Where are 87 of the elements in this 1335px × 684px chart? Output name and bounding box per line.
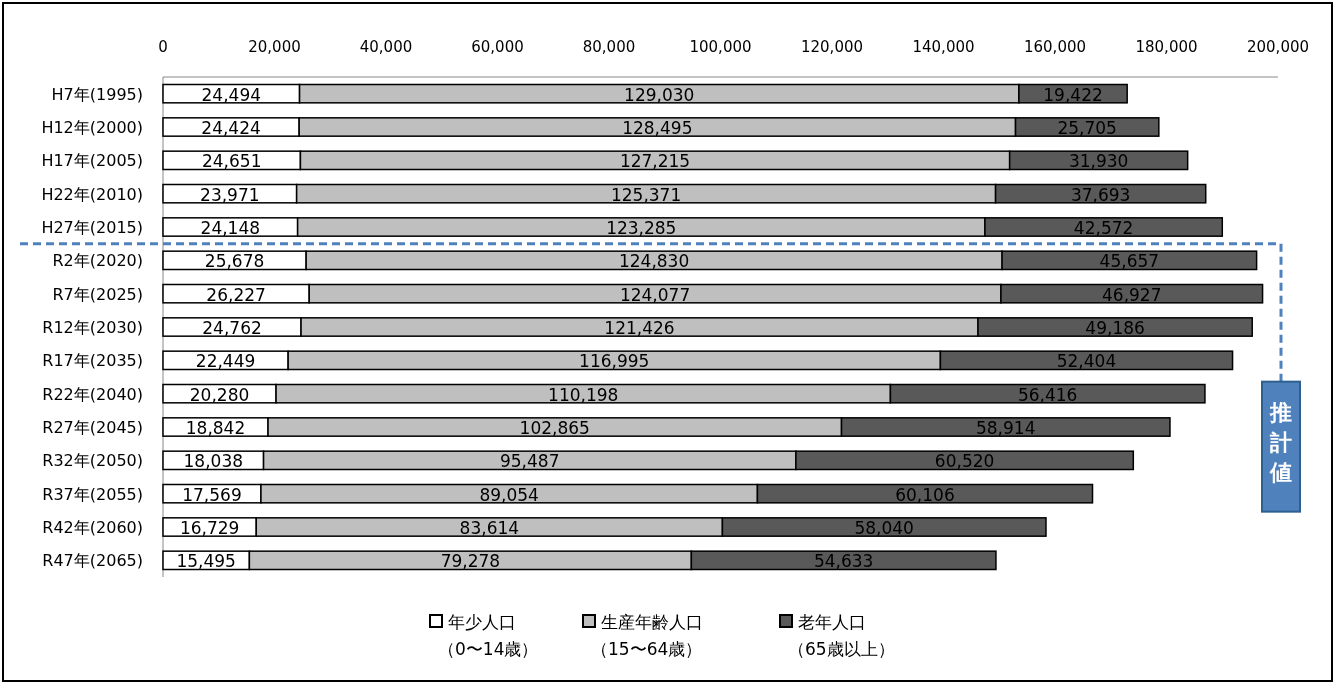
y-tick-label: R12年(2030)	[42, 318, 143, 337]
bar	[296, 217, 986, 237]
data-label: 49,186	[1085, 318, 1145, 338]
data-label: 95,487	[499, 451, 560, 472]
data-label: 83,614	[459, 518, 520, 538]
y-tick-label: R17年(2035)	[42, 351, 143, 371]
data-label: 37,693	[1070, 184, 1131, 205]
data-label: 123,285	[606, 218, 677, 238]
x-tick-label: 40,000	[359, 38, 413, 56]
data-label: 54,633	[813, 551, 874, 572]
data-label: 110,198	[548, 384, 619, 405]
x-tick-label: 100,000	[689, 38, 752, 56]
x-tick-label: 0	[158, 38, 168, 56]
data-label: 24,424	[201, 118, 261, 138]
data-label: 128,495	[622, 118, 693, 138]
data-label: 116,995	[579, 351, 650, 372]
data-label: 20,280	[189, 384, 250, 405]
data-label: 58,914	[976, 418, 1036, 438]
y-tick-label: H17年(2005)	[41, 151, 143, 171]
x-tick-label: 180,000	[1135, 38, 1198, 56]
data-label: 24,494	[201, 84, 262, 105]
annotation: 推計値	[1269, 399, 1292, 485]
data-label: 22,449	[195, 351, 256, 372]
data-label: 60,520	[934, 451, 995, 472]
y-tick-label: R2年(2020)	[52, 251, 143, 271]
x-tick-label: 20,000	[248, 38, 301, 56]
data-label: 129,030	[624, 84, 695, 105]
bar	[305, 250, 1003, 271]
data-label: 17,569	[182, 484, 242, 505]
bar	[260, 483, 759, 504]
data-label: 45,657	[1099, 251, 1160, 272]
data-label: 24,148	[200, 218, 261, 238]
bar	[262, 450, 797, 471]
bar	[300, 317, 979, 337]
y-tick-label: R27年(2045)	[42, 418, 143, 437]
x-tick-label: 60,000	[471, 38, 524, 56]
data-label: 46,927	[1102, 284, 1162, 305]
y-tick-label: H22年(2010)	[41, 184, 143, 204]
data-label: 15,495	[176, 551, 236, 572]
bar	[248, 550, 693, 571]
bar	[308, 283, 1002, 304]
x-tick-label: 80,000	[582, 38, 636, 56]
data-label: 16,729	[179, 518, 240, 538]
data-label: 58,040	[854, 518, 914, 538]
x-tick-label: 160,000	[1023, 38, 1087, 56]
bar	[298, 83, 1020, 104]
y-tick-label: H12年(2000)	[41, 118, 143, 137]
data-label: 125,371	[610, 184, 682, 205]
data-label: 24,762	[202, 318, 262, 338]
data-label: 102,865	[519, 418, 590, 438]
data-label: 23,971	[200, 184, 260, 205]
bar	[275, 383, 892, 404]
bar	[287, 350, 942, 371]
y-tick-label: R47年(2065)	[42, 551, 143, 571]
x-tick-label: 200,000	[1246, 38, 1310, 56]
bar	[299, 150, 1011, 171]
y-tick-label: R42年(2060)	[42, 518, 143, 537]
data-label: 79,278	[440, 551, 501, 572]
data-label: 26,227	[206, 284, 266, 305]
y-tick-label: H27年(2015)	[41, 218, 143, 237]
y-tick-label: R32年(2050)	[42, 451, 143, 471]
bar	[255, 517, 724, 537]
data-label: 19,422	[1043, 84, 1103, 105]
data-label: 52,404	[1056, 351, 1117, 372]
data-label: 60,106	[895, 484, 955, 505]
data-label: 31,930	[1068, 151, 1129, 172]
data-label: 25,678	[204, 251, 265, 272]
data-label: 42,572	[1073, 218, 1134, 238]
data-label: 18,038	[183, 451, 244, 472]
data-label: 24,651	[201, 151, 262, 172]
x-tick-label: 120,000	[800, 38, 864, 56]
data-label: 56,416	[1017, 384, 1078, 405]
y-tick-label: R22年(2040)	[42, 384, 143, 404]
data-label: 124,830	[618, 251, 690, 272]
data-label: 25,705	[1057, 118, 1117, 138]
bar	[295, 183, 997, 204]
bar	[298, 117, 1017, 137]
bar	[267, 417, 843, 437]
data-label: 124,077	[619, 284, 691, 305]
y-tick-label: R7年(2025)	[52, 284, 143, 304]
y-tick-label: R37年(2055)	[42, 484, 143, 504]
data-label: 89,054	[479, 484, 539, 505]
data-label: 121,426	[604, 318, 675, 338]
data-label: 18,842	[185, 418, 246, 438]
data-label: 127,215	[619, 151, 691, 172]
x-tick-label: 140,000	[912, 38, 975, 56]
y-tick-label: H7年(1995)	[51, 84, 143, 104]
